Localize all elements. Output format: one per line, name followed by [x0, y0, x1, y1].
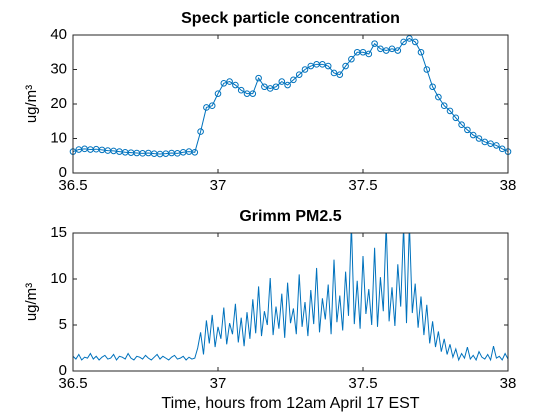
data-point — [214, 90, 222, 97]
data-point — [261, 83, 268, 91]
data-line — [73, 233, 508, 362]
data-point — [481, 138, 489, 146]
chart-title: Grimm PM2.5 — [239, 208, 341, 225]
data-point — [377, 45, 384, 53]
data-point — [208, 102, 216, 110]
data-point — [498, 145, 506, 153]
data-point — [284, 81, 291, 89]
x-tick-label: 37 — [210, 177, 227, 194]
data-point — [411, 38, 419, 46]
data-point — [493, 142, 500, 149]
data-point — [203, 104, 210, 111]
data-point — [388, 45, 396, 53]
data-point — [423, 66, 431, 73]
y-tick-label: 10 — [50, 270, 67, 287]
data-point — [232, 81, 239, 89]
y-tick-label: 0 — [59, 164, 67, 181]
data-point — [371, 40, 378, 47]
data-point — [452, 114, 460, 122]
data-point — [319, 61, 326, 68]
data-point — [255, 74, 262, 82]
x-tick-label: 37 — [210, 375, 227, 392]
y-tick-label: 30 — [50, 60, 67, 77]
data-point — [365, 50, 373, 58]
data-point — [295, 71, 303, 78]
data-point — [324, 62, 332, 70]
data-point — [440, 102, 448, 110]
data-point — [226, 78, 233, 85]
data-point — [446, 107, 454, 115]
y-tick-label: 5 — [59, 316, 67, 333]
chart-title: Speck particle concentration — [181, 10, 400, 27]
x-tick-label: 36.5 — [58, 375, 87, 392]
data-point — [382, 47, 390, 54]
data-point — [197, 128, 204, 135]
data-point — [348, 55, 355, 63]
data-point — [249, 90, 257, 97]
subplot: 36.5 37 37.5 38 0 5 10 15 Grimm PM2.5 ug/m³ Time, … — [23, 208, 516, 412]
data-point — [429, 83, 436, 91]
y-axis-label: ug/m³ — [23, 85, 40, 123]
data-point — [336, 71, 344, 78]
x-tick-label: 38 — [500, 177, 517, 194]
y-axis-label: ug/m³ — [23, 283, 40, 321]
data-point — [272, 83, 280, 91]
data-point — [237, 86, 245, 94]
y-tick-label: 0 — [59, 362, 67, 379]
data-point — [359, 48, 367, 56]
y-tick-label: 20 — [50, 95, 67, 112]
x-tick-label: 38 — [500, 375, 517, 392]
y-tick-label: 15 — [50, 224, 67, 241]
x-tick-label: 36.5 — [58, 177, 87, 194]
data-point — [266, 85, 274, 92]
axes-box — [72, 34, 509, 174]
data-point — [307, 62, 315, 70]
data-point — [220, 80, 228, 87]
data-point — [464, 126, 471, 134]
y-tick-label: 10 — [50, 129, 67, 146]
x-axis-label: Time, hours from 12am April 17 EST — [161, 395, 419, 412]
data-point — [301, 66, 309, 73]
x-tick-label: 37.5 — [348, 177, 377, 194]
y-tick-label: 40 — [50, 26, 67, 43]
data-point — [417, 48, 425, 56]
data-point — [191, 149, 199, 156]
data-point — [394, 47, 402, 54]
data-point — [330, 69, 338, 77]
data-point — [458, 121, 465, 128]
data-point — [400, 38, 407, 46]
data-point — [290, 76, 297, 84]
subplot: 36.5 37 37.5 38 0 10 20 30 40 Speck particle conc… — [23, 10, 516, 194]
data-point — [278, 78, 286, 85]
data-point — [406, 35, 413, 42]
x-tick-label: 37.5 — [348, 375, 377, 392]
data-line — [73, 37, 508, 155]
data-point — [469, 131, 477, 139]
data-point — [435, 93, 442, 101]
data-point — [475, 135, 483, 142]
axes-box — [72, 232, 509, 372]
data-point — [487, 140, 494, 147]
data-point — [342, 62, 349, 70]
